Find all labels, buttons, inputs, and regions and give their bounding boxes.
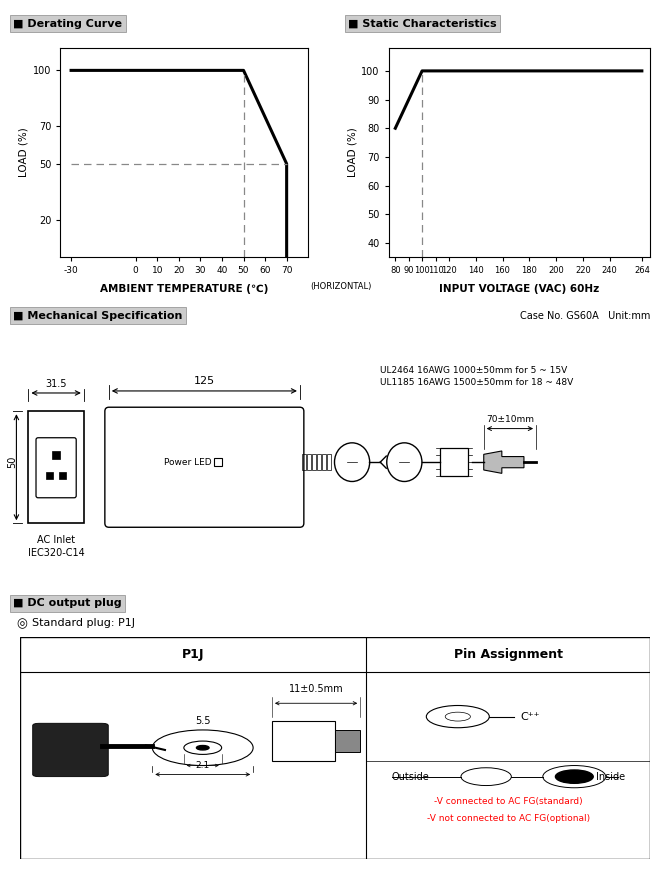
Bar (327, 454, 331, 470)
Text: 50: 50 (7, 456, 17, 468)
Bar (307, 454, 311, 470)
Text: P1J: P1J (182, 648, 204, 661)
Bar (214, 458, 222, 467)
X-axis label: INPUT VOLTAGE (VAC) 60Hz: INPUT VOLTAGE (VAC) 60Hz (439, 283, 600, 294)
Text: UL1185 16AWG 1500±50mm for 18 ~ 48V: UL1185 16AWG 1500±50mm for 18 ~ 48V (381, 378, 574, 387)
Bar (272, 721, 335, 761)
Text: Standard plug: P1J: Standard plug: P1J (32, 618, 135, 629)
Text: ◎: ◎ (17, 617, 27, 630)
X-axis label: AMBIENT TEMPERATURE (℃): AMBIENT TEMPERATURE (℃) (100, 283, 269, 294)
Text: C⁺⁺: C⁺⁺ (521, 712, 540, 722)
Text: Pin Assignment: Pin Assignment (454, 648, 563, 661)
Text: ■ Mechanical Specification: ■ Mechanical Specification (13, 310, 183, 321)
Text: Power LED: Power LED (164, 458, 212, 467)
Text: AC Inlet: AC Inlet (37, 535, 75, 545)
Bar (322, 454, 326, 470)
Text: IEC320-C14: IEC320-C14 (27, 548, 84, 557)
Text: ■ Static Characteristics: ■ Static Characteristics (348, 18, 497, 29)
Y-axis label: LOAD (%): LOAD (%) (347, 127, 357, 178)
Bar (28, 412, 84, 523)
Text: (HORIZONTAL): (HORIZONTAL) (311, 283, 372, 291)
Text: -V connected to AC FG(standard): -V connected to AC FG(standard) (434, 797, 582, 806)
Bar (335, 730, 360, 753)
Text: 2.1: 2.1 (196, 761, 210, 770)
Text: Inside: Inside (596, 772, 624, 781)
Bar (317, 454, 321, 470)
Text: ■ DC output plug: ■ DC output plug (13, 598, 122, 609)
Circle shape (196, 746, 209, 750)
Text: 11±0.5mm: 11±0.5mm (289, 685, 344, 694)
Text: 70±10mm: 70±10mm (486, 414, 534, 424)
Polygon shape (484, 451, 524, 473)
Y-axis label: LOAD (%): LOAD (%) (19, 127, 29, 178)
Bar (302, 454, 306, 470)
Bar (440, 448, 468, 476)
Bar (52, 451, 60, 459)
Circle shape (555, 770, 593, 783)
FancyBboxPatch shape (33, 723, 109, 777)
Text: 125: 125 (194, 376, 215, 385)
Text: ■ Derating Curve: ■ Derating Curve (13, 18, 123, 29)
Text: Outside: Outside (392, 772, 429, 781)
Text: Case No. GS60A   Unit:mm: Case No. GS60A Unit:mm (519, 310, 650, 321)
Bar (46, 473, 53, 480)
Text: 31.5: 31.5 (46, 379, 67, 389)
Bar (312, 454, 316, 470)
Text: 5.5: 5.5 (195, 716, 210, 726)
Bar (59, 473, 66, 480)
Text: UL2464 16AWG 1000±50mm for 5 ~ 15V: UL2464 16AWG 1000±50mm for 5 ~ 15V (381, 365, 567, 375)
Text: -V not connected to AC FG(optional): -V not connected to AC FG(optional) (427, 814, 590, 823)
